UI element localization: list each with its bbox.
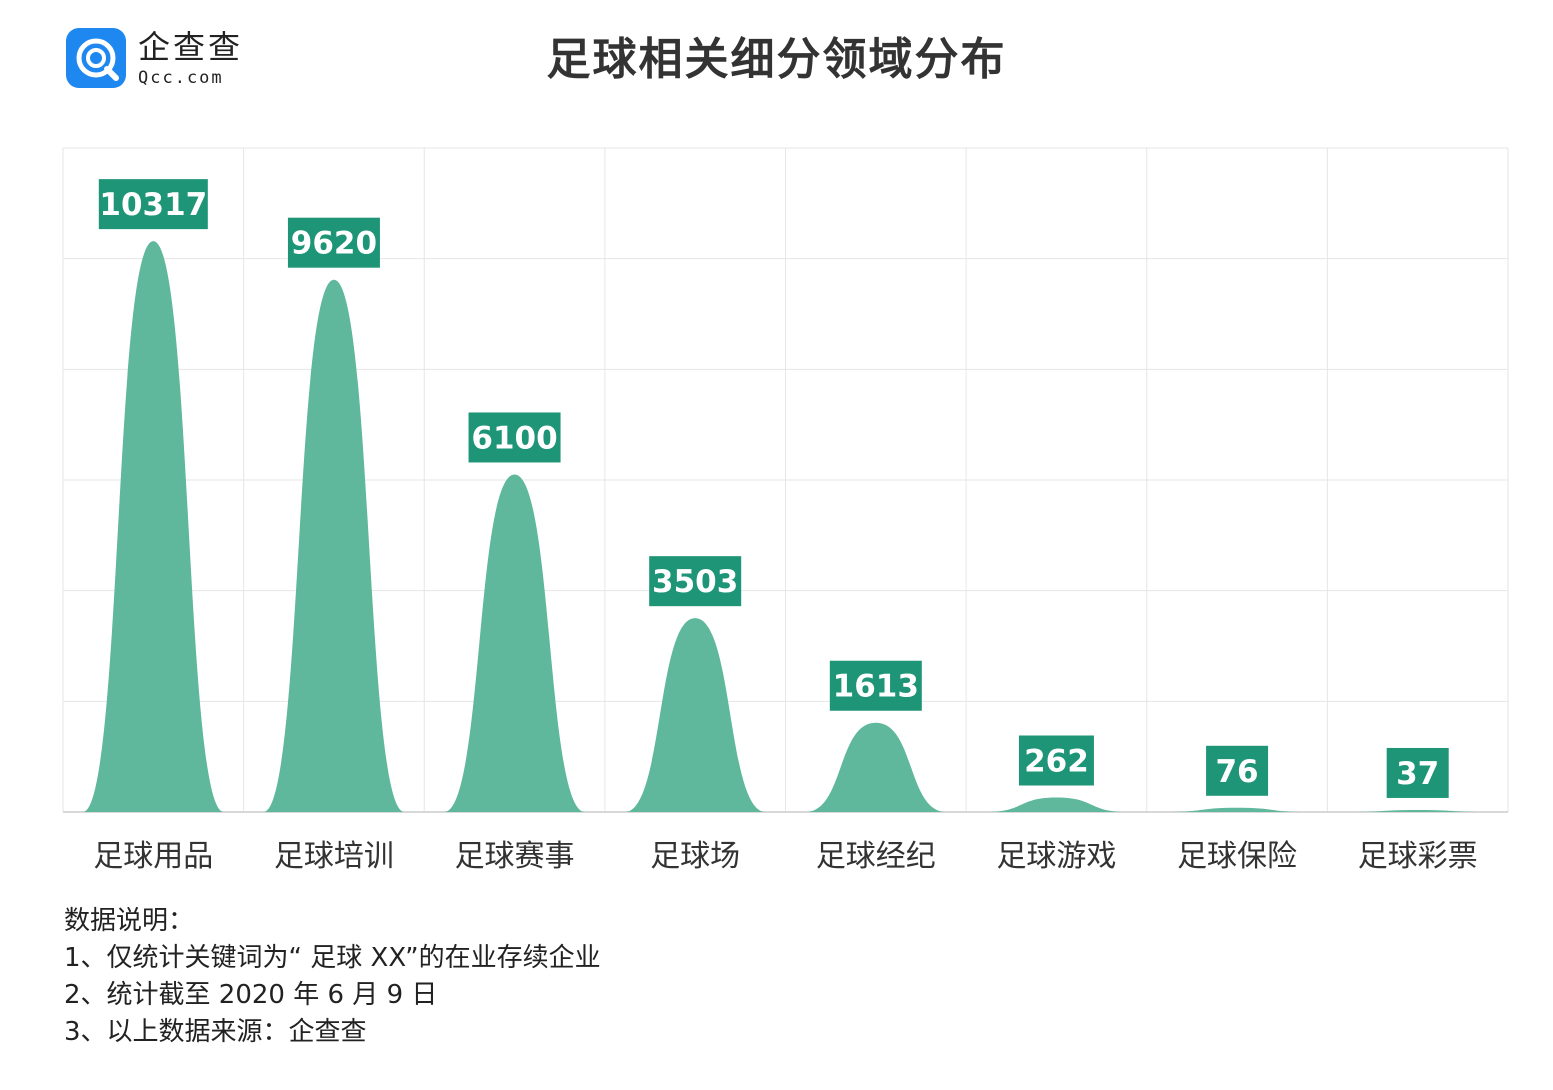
value-label-box-7 [1206, 745, 1269, 796]
value-label-5: 1613 [833, 669, 919, 705]
qcc-logo-icon [66, 28, 126, 88]
value-label-7: 76 [1215, 754, 1258, 790]
peak-4 [624, 618, 766, 812]
brand-logo: 企查查 Qcc.com [66, 28, 266, 90]
note-item-1: 1、仅统计关键词为“ 足球 XX”的在业存续企业 [64, 943, 601, 973]
peak-5 [805, 722, 947, 812]
category-label-8: 足球彩票 [1358, 839, 1478, 874]
value-label-box-2 [287, 217, 380, 268]
category-label-2: 足球培训 [274, 839, 394, 874]
value-label-box-8 [1386, 747, 1449, 798]
value-label-3: 6100 [471, 420, 557, 456]
value-label-1: 10317 [99, 187, 207, 223]
data-notes: 数据说明： 1、仅统计关键词为“ 足球 XX”的在业存续企业 2、统计截至 20… [64, 903, 601, 1051]
peak-8 [1347, 809, 1489, 812]
value-label-box-6 [1018, 735, 1094, 786]
value-label-box-5 [829, 660, 922, 711]
peak-6 [985, 797, 1127, 812]
note-item-3: 3、以上数据来源：企查查 [64, 1017, 367, 1047]
peak-7 [1166, 807, 1308, 812]
value-label-box-1 [98, 179, 208, 230]
value-label-2: 9620 [291, 226, 377, 262]
category-label-4: 足球场 [650, 839, 740, 874]
peak-3 [444, 474, 586, 812]
brand-domain: Qcc.com [138, 68, 224, 88]
category-label-3: 足球赛事 [455, 839, 575, 874]
value-label-6: 262 [1024, 744, 1089, 780]
category-label-6: 足球游戏 [996, 839, 1116, 874]
value-label-box-4 [649, 556, 742, 607]
peak-2 [263, 279, 405, 812]
chart-area: 10317 足球用品 9620 足球培训 6100 足球赛事 3503 足球场 1613 足球经纪… [62, 147, 1509, 874]
brand-name: 企查查 [138, 28, 244, 66]
value-label-4: 3503 [652, 564, 738, 600]
value-label-8: 37 [1396, 756, 1439, 792]
category-label-7: 足球保险 [1177, 839, 1297, 874]
category-label-1: 足球用品 [93, 839, 213, 874]
peak-1 [82, 241, 224, 813]
note-item-2: 2、统计截至 2020 年 6 月 9 日 [64, 980, 438, 1010]
notes-heading: 数据说明： [64, 906, 195, 936]
chart-title: 足球相关细分领域分布 [546, 34, 1007, 85]
value-label-box-3 [468, 412, 561, 463]
category-label-5: 足球经纪 [816, 839, 936, 874]
